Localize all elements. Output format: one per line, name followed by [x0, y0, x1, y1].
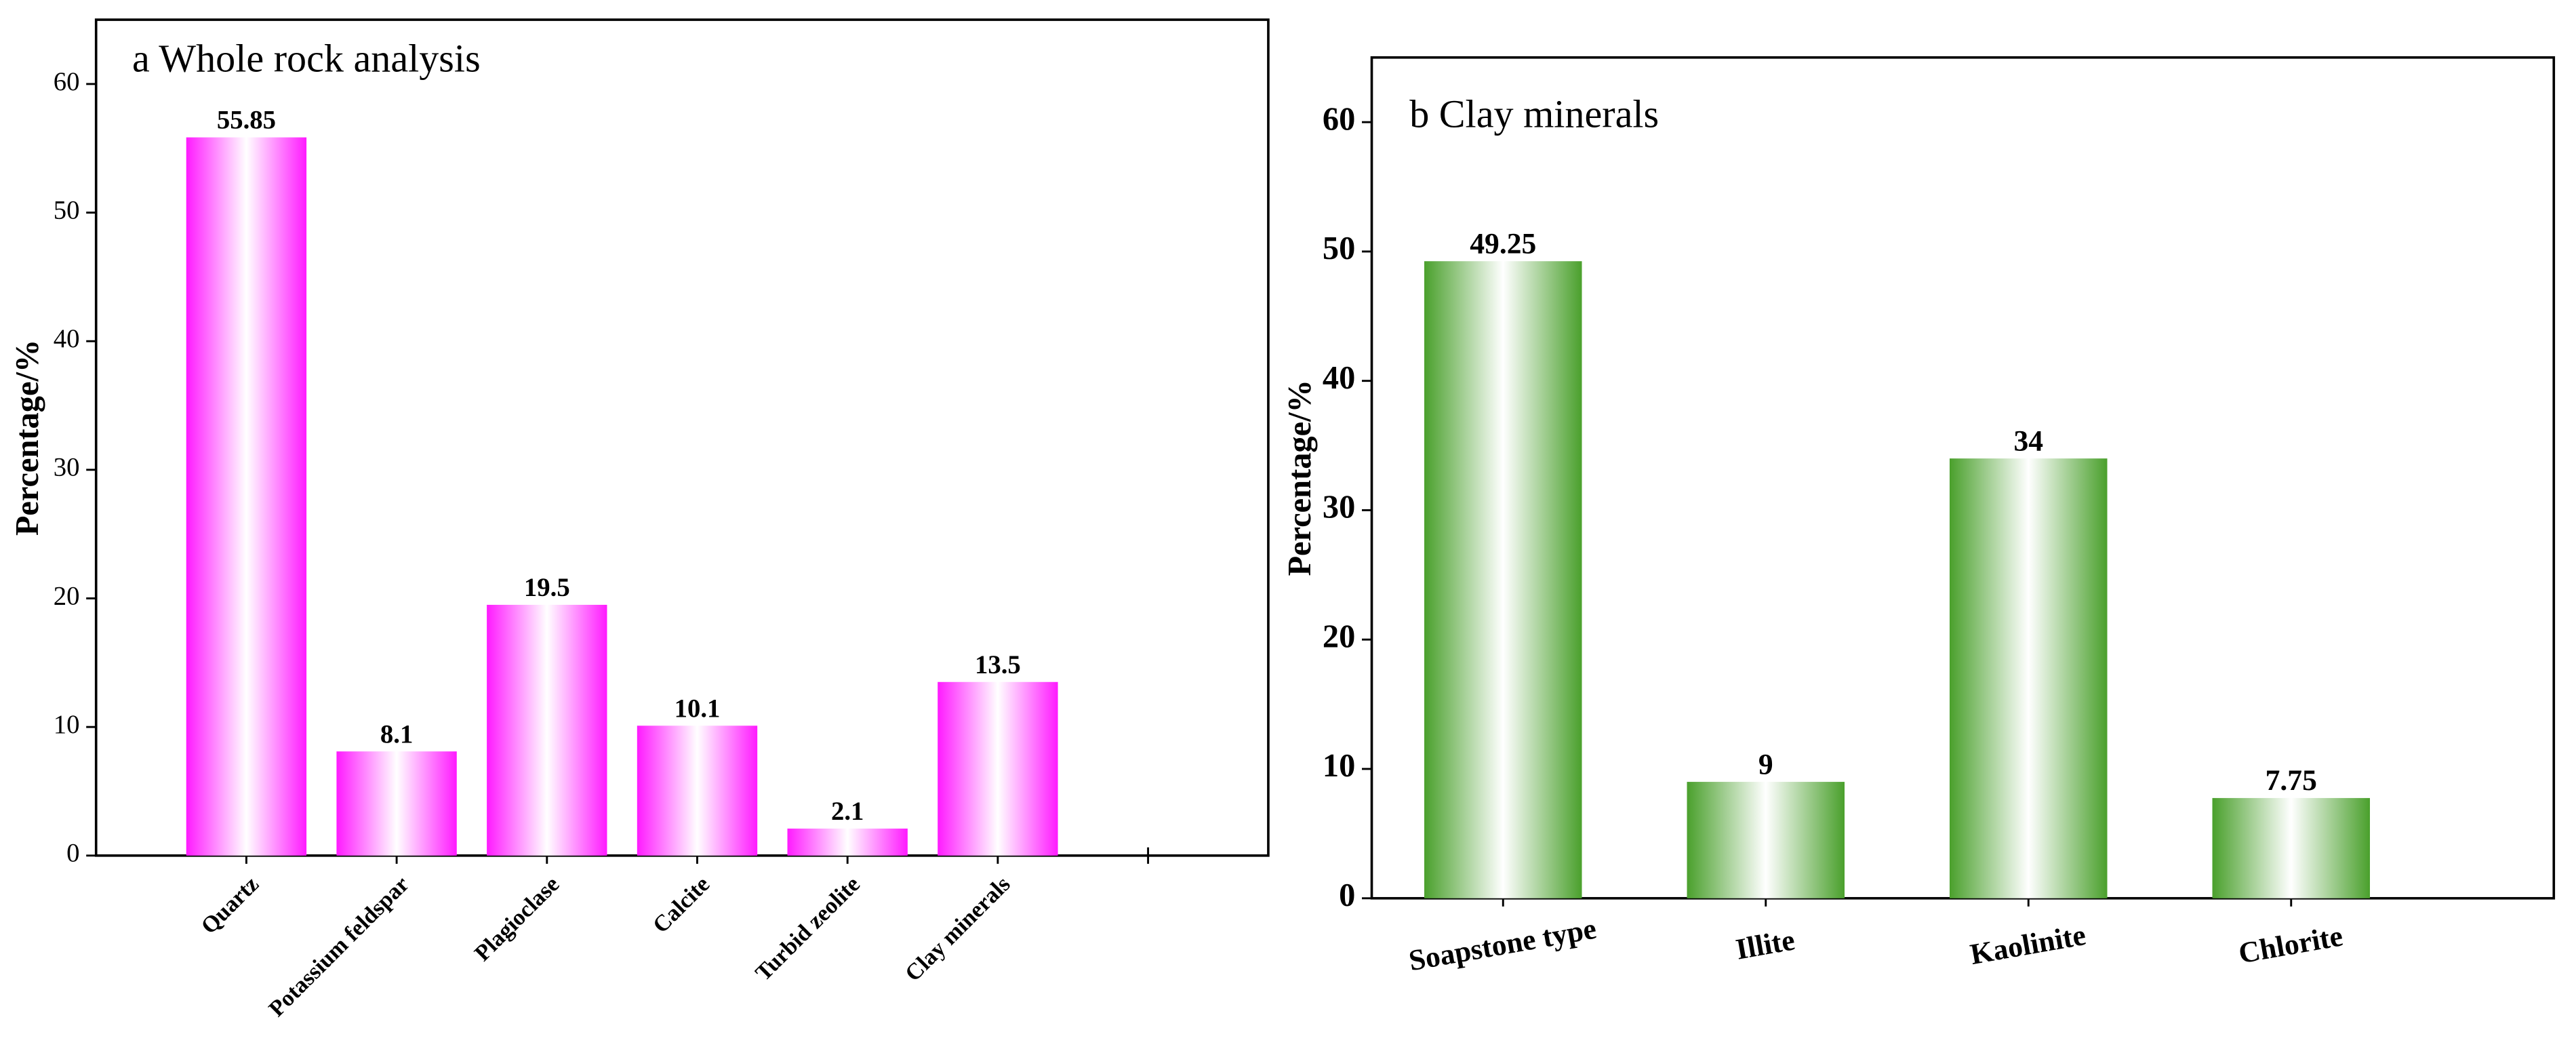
bar [1950, 458, 2108, 898]
bar [938, 681, 1058, 856]
y-tick-label: 50 [54, 195, 80, 224]
x-tick-label: Kaolinite [1968, 919, 2089, 971]
x-tick-label: Clay minerals [900, 872, 1015, 987]
value-label: 55.85 [217, 106, 276, 135]
chart-title: a Whole rock analysis [132, 36, 481, 80]
y-tick-label: 10 [1323, 748, 1355, 784]
y-tick-label: 60 [54, 67, 80, 96]
x-tick-label: Turbid zeolite [750, 872, 864, 986]
y-tick-label: 40 [1323, 360, 1355, 396]
x-tick-label: Chlorite [2236, 919, 2346, 970]
value-label: 34 [2013, 424, 2043, 457]
bar [336, 751, 457, 856]
bar [1424, 261, 1582, 898]
x-tick-label: Soapstone type [1407, 913, 1599, 978]
y-tick-label: 50 [1323, 231, 1355, 266]
x-tick-label: Calcite [648, 872, 715, 938]
value-label: 19.5 [524, 573, 570, 602]
bar [186, 137, 307, 856]
value-label: 13.5 [975, 650, 1021, 679]
y-axis-label: Percentage/% [9, 340, 45, 536]
y-tick-label: 0 [66, 839, 79, 868]
value-label: 9 [1758, 748, 1773, 780]
x-tick-label: Plagioclase [470, 872, 564, 966]
chart-title: b Clay minerals [1409, 92, 1659, 136]
x-tick-label: Potassium feldspar [264, 872, 414, 1022]
y-tick-label: 30 [54, 453, 80, 482]
y-tick-label: 40 [54, 324, 80, 353]
bar [637, 726, 758, 856]
y-tick-label: 30 [1323, 490, 1355, 526]
y-tick-label: 0 [1339, 877, 1355, 913]
y-axis-label: Percentage/% [1282, 380, 1318, 576]
y-tick-label: 20 [1323, 618, 1355, 654]
value-label: 49.25 [1470, 227, 1536, 260]
bar [787, 828, 908, 856]
value-label: 10.1 [675, 694, 721, 723]
y-tick-label: 60 [1323, 101, 1355, 137]
value-label: 8.1 [380, 719, 413, 749]
x-tick-label: Illite [1733, 924, 1797, 966]
y-tick-label: 10 [54, 710, 80, 739]
bar [2212, 797, 2371, 898]
x-tick-label: Quartz [197, 872, 264, 939]
y-tick-label: 20 [54, 581, 80, 610]
value-label: 2.1 [831, 797, 864, 826]
value-label: 7.75 [2266, 764, 2317, 797]
bar [1687, 782, 1845, 898]
bar [487, 604, 607, 856]
